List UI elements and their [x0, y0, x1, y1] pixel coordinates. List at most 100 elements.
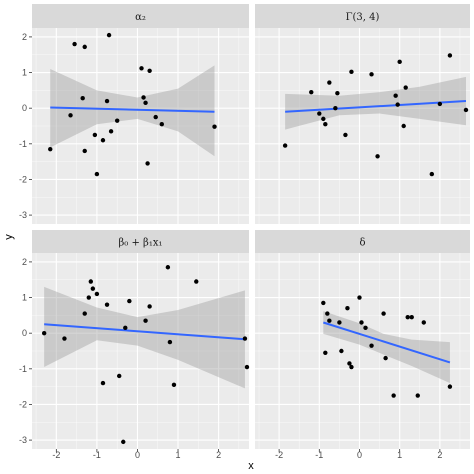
panel-3-data-point [165, 265, 171, 270]
panel-4: δ -2 -1 0 1 2 [255, 230, 470, 460]
y-axis-title: y [3, 234, 15, 240]
panel-2-data-point [395, 102, 400, 107]
panel-1-strip-label: α₂ [135, 12, 146, 23]
panel-2: Γ(3, 4) [255, 4, 470, 224]
panel-1-y-tick-label: -1 [19, 139, 27, 149]
panel-1-confidence-band [50, 65, 215, 157]
panel-2-data-point [333, 105, 338, 111]
panel-4-data-point [381, 311, 386, 316]
panel-1-data-point [106, 32, 112, 38]
panel-3-data-point [242, 336, 248, 341]
panel-4-data-point [409, 314, 414, 320]
panel-2-data-point [401, 123, 406, 129]
panel-1-data-point [147, 68, 152, 73]
panel-1-data-point [48, 146, 53, 152]
panel-3-y-tick-label: -2 [19, 399, 27, 409]
panel-3-x-tick-label: 0 [135, 450, 140, 460]
panel-2-data-point [437, 101, 443, 107]
panel-3-data-point [100, 380, 106, 386]
panel-2-data-point [321, 116, 326, 122]
panel-4-x-tick-label: -2 [275, 450, 283, 460]
panel-2-data-point [463, 107, 469, 113]
panel-1: α₂ -3 -2 -1 0 1 2 [19, 4, 249, 224]
panel-4-data-point [421, 320, 426, 325]
panel-4-strip [255, 230, 470, 253]
panel-2-data-point [335, 91, 340, 96]
panel-4-data-point [349, 364, 354, 370]
panel-2-strip-label: Γ(3, 4) [346, 12, 380, 23]
panel-2-data-point [369, 72, 374, 77]
panel-3-data-point [41, 330, 47, 336]
panel-3-y-tick-label: 0 [22, 328, 27, 338]
panel-3-data-point [127, 298, 132, 304]
panel-4-data-point [321, 300, 326, 306]
panel-3-data-point [90, 286, 96, 291]
panel-4-data-point [347, 361, 352, 366]
panel-3-data-point [104, 302, 110, 307]
panel-1-data-point [100, 138, 106, 143]
panel-4-data-point [405, 314, 410, 320]
panel-3-data-point [123, 325, 128, 331]
panel-1-data-point [139, 66, 144, 71]
panel-4-strip-label: δ [359, 238, 365, 249]
panel-3-data-point [86, 295, 91, 300]
panel-3-data-point [62, 336, 67, 341]
panel-3-data-point [143, 318, 148, 323]
panel-1-data-point [104, 98, 110, 104]
panel-2-data-point [327, 80, 332, 85]
panel-2-data-point [393, 93, 398, 98]
panel-2-data-point [323, 122, 328, 127]
panel-4-data-point [369, 343, 374, 348]
panel-1-data-point [94, 171, 100, 177]
panel-2-data-point [375, 154, 380, 159]
panel-4-data-point [345, 306, 350, 311]
panel-3-data-point [194, 279, 199, 284]
panel-3-data-point [88, 279, 94, 284]
panel-1-data-point [72, 41, 77, 47]
panel-3-strip [32, 230, 249, 253]
panel-1-data-point [212, 124, 217, 129]
panel-4-x-tick-label: -1 [315, 450, 323, 460]
panel-4-data-point [327, 318, 332, 323]
x-axis-title: x [248, 460, 254, 472]
panel-1-data-point [143, 100, 148, 106]
panel-3-data-point [147, 304, 152, 309]
panel-3-x-tick-label: -1 [93, 450, 101, 460]
panel-1-data-point [82, 44, 87, 50]
panel-3-x-tick-label: 2 [216, 450, 221, 460]
panel-4-x-tick-label: 1 [397, 450, 402, 460]
panels-layer: α₂ -3 -2 -1 0 1 2 Γ(3, 4) β₀ + β₁x₁ -3 -2 -1 0 1 2 -2 -1… [19, 4, 470, 460]
panel-2-data-point [282, 143, 288, 148]
panel-2-data-point [397, 59, 402, 65]
panel-2-data-point [309, 89, 314, 95]
panel-1-data-point [82, 148, 87, 154]
panel-1-y-tick-label: 0 [22, 103, 27, 113]
panel-3-fit-line [44, 323, 246, 341]
panel-1-y-tick-label: 1 [22, 68, 27, 78]
panel-4-data-point [325, 311, 330, 316]
panel-2-confidence-band [285, 76, 466, 130]
panel-2-data-point [429, 171, 435, 177]
panel-2-data-point [349, 69, 354, 75]
panel-4-fit-line [323, 321, 451, 364]
panel-1-data-point [145, 161, 150, 166]
panel-1-data-point [114, 118, 120, 123]
panel-1-data-point [153, 114, 158, 120]
panel-1-data-point [80, 96, 85, 101]
panel-3-y-tick-label: 2 [22, 257, 27, 267]
panel-4-data-point [415, 393, 420, 398]
panel-3-confidence-band [44, 286, 245, 389]
panel-1-y-tick-label: -3 [19, 210, 27, 220]
panel-3-data-point [244, 364, 250, 370]
panel-3-data-point [94, 291, 100, 297]
panel-2-fit-line [285, 100, 467, 113]
panel-1-data-point [141, 95, 146, 100]
panel-3-y-tick-label: -1 [19, 364, 27, 374]
panel-1-fit-line [50, 106, 215, 113]
panel-3-data-point [117, 373, 122, 379]
panel-3-y-tick-label: -3 [19, 435, 27, 445]
panel-2-strip [255, 4, 470, 28]
panel-2-data-point [447, 53, 453, 58]
panel-4-data-point [337, 320, 342, 325]
